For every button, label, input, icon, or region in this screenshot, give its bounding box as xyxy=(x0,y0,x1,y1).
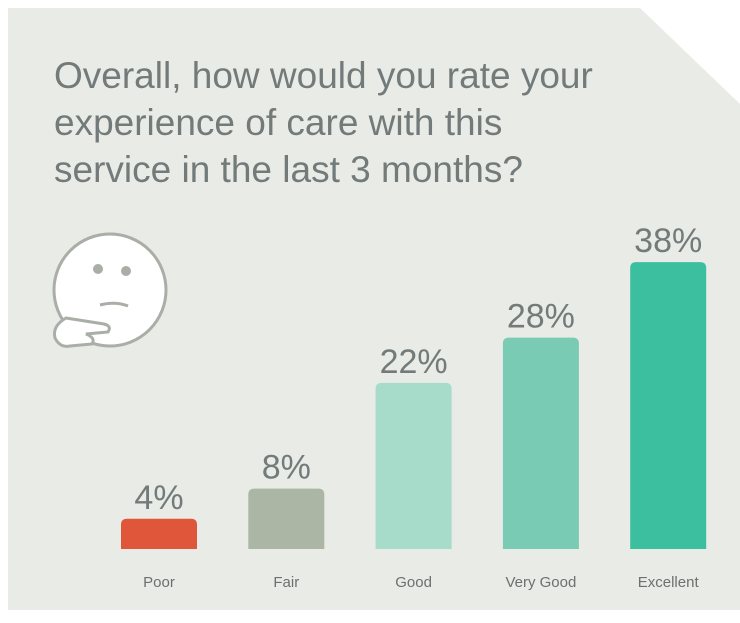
category-label: Excellent xyxy=(638,574,700,591)
value-label: 22% xyxy=(380,343,448,381)
category-label: Good xyxy=(395,574,432,591)
value-label: 28% xyxy=(507,298,575,336)
value-label: 38% xyxy=(634,222,702,260)
category-label: Poor xyxy=(143,574,175,591)
bar xyxy=(121,518,197,549)
bar xyxy=(375,382,452,549)
value-label: 4% xyxy=(134,479,183,517)
bar xyxy=(630,262,707,549)
value-label: 8% xyxy=(262,449,311,487)
bar xyxy=(502,337,579,549)
title-line: Overall, how would you rate your xyxy=(54,55,593,96)
title: Overall, how would you rate your experien… xyxy=(54,55,593,190)
title-line: experience of care with this xyxy=(54,102,502,143)
bar xyxy=(248,488,325,549)
category-label: Very Good xyxy=(505,574,576,591)
title-line: service in the last 3 months? xyxy=(54,149,523,190)
category-label: Fair xyxy=(273,574,299,591)
thinking-face xyxy=(52,232,168,348)
